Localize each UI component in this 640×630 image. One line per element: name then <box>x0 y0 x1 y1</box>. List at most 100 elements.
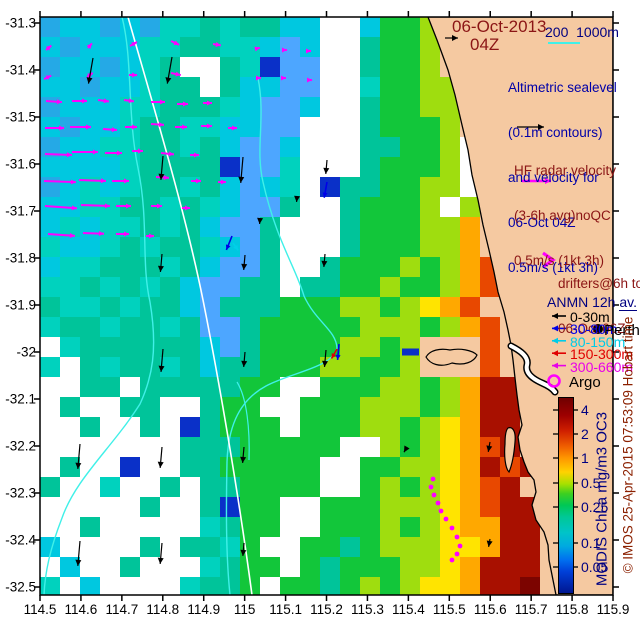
chl-cell <box>300 77 321 98</box>
chl-cell <box>160 477 181 498</box>
chl-cell <box>240 357 261 378</box>
altimetric-vector-head <box>323 167 330 174</box>
chl-cell <box>80 357 101 378</box>
anmn-depth-arrow-head <box>552 325 558 332</box>
chl-cell <box>140 157 161 178</box>
chl-cell <box>200 137 221 158</box>
chl-cell <box>400 477 421 498</box>
chl-cell <box>360 217 381 238</box>
hf-radar-vector-head <box>104 203 110 209</box>
altimetric-vector-head <box>165 77 172 84</box>
chl-cell <box>440 297 461 318</box>
chl-cell <box>240 557 261 578</box>
chl-cell <box>120 257 141 278</box>
chl-cell <box>500 577 521 595</box>
chl-cell <box>280 457 301 478</box>
chl-cell <box>280 177 301 198</box>
y-axis-tick-label: -32.2 <box>5 438 36 454</box>
chl-cell <box>500 517 521 538</box>
chl-cell <box>80 197 101 218</box>
chl-cell <box>220 97 241 118</box>
chl-cell <box>480 537 501 558</box>
chl-cell <box>100 457 121 478</box>
chl-cell <box>260 477 281 498</box>
hf-radar-vector-head <box>124 231 129 237</box>
chl-cell <box>260 337 281 358</box>
chl-cell <box>280 137 301 158</box>
chl-cell <box>280 477 301 498</box>
chl-cell <box>420 197 441 218</box>
chl-cell <box>380 557 401 578</box>
chl-cell <box>420 577 441 595</box>
chl-cell <box>400 357 421 378</box>
chl-cell <box>280 157 301 178</box>
chl-cell <box>280 437 301 458</box>
chl-cell <box>40 497 61 518</box>
chl-cell <box>440 397 461 418</box>
chl-cell <box>360 117 381 138</box>
chl-cell <box>60 537 81 558</box>
altimetric-vector-head <box>75 462 82 469</box>
chl-cell <box>160 197 181 218</box>
hf-radar-vector-head <box>100 178 106 184</box>
chl-cell <box>160 537 181 558</box>
time-label: 04Z <box>470 35 500 54</box>
chl-cell <box>320 257 341 278</box>
hf-radar-vector-head <box>194 152 199 158</box>
chl-cell <box>40 397 61 418</box>
chl-cell <box>40 477 61 498</box>
hf-radar-vector-head <box>157 203 162 209</box>
chl-cell <box>80 417 101 438</box>
axes-frame <box>34 11 619 601</box>
hf-radar-vector-head <box>71 205 77 211</box>
x-axis-tick-label: 115.2 <box>310 602 343 617</box>
chl-cell <box>80 137 101 158</box>
chl-cell <box>460 497 481 518</box>
chl-cell <box>380 177 401 198</box>
chl-cell <box>180 557 201 578</box>
chl-cell <box>280 217 301 238</box>
chl-cell <box>420 257 441 278</box>
chl-cell <box>400 117 421 138</box>
hf-radar-vector-head <box>281 75 286 81</box>
chl-cell <box>140 537 161 558</box>
chl-cell <box>140 77 161 98</box>
chl-cell <box>400 137 421 158</box>
chl-cell <box>180 157 201 178</box>
chl-cell <box>380 397 401 418</box>
chl-cell <box>40 437 61 458</box>
chl-cell <box>80 577 101 595</box>
chl-cell <box>100 197 121 218</box>
chl-cell <box>500 537 521 558</box>
chl-cell <box>500 497 521 518</box>
chl-cell <box>360 417 381 438</box>
chl-cell <box>260 357 281 378</box>
chl-cell <box>100 217 121 238</box>
chl-cell <box>220 157 241 178</box>
chl-cell <box>140 577 161 595</box>
chl-cell <box>420 177 441 198</box>
chl-cell <box>320 537 341 558</box>
chl-cell <box>320 137 341 158</box>
chl-cell <box>420 517 441 538</box>
chl-cell <box>440 157 461 178</box>
chl-cell <box>40 297 61 318</box>
altimetric-line: 06-Oct 04Z <box>508 215 576 230</box>
chl-cell <box>100 157 121 178</box>
chl-cell <box>460 437 481 458</box>
chl-cell <box>200 437 221 458</box>
chl-cell <box>240 277 261 298</box>
hf-radar-vector-head <box>138 148 143 154</box>
chl-cell <box>220 217 241 238</box>
chl-cell <box>340 417 361 438</box>
hf-radar-vector-head <box>69 233 75 239</box>
chl-cell <box>460 477 481 498</box>
altimetric-vector-head <box>241 360 248 367</box>
chl-cell <box>400 497 421 518</box>
chl-cell <box>200 517 221 538</box>
y-axis-tick-label: -32 <box>16 344 36 360</box>
hf-radar-vector-head <box>306 48 311 54</box>
chl-cell <box>360 237 381 258</box>
colorbar-tick-label: 0.5 <box>581 475 601 491</box>
chl-cell <box>360 77 381 98</box>
